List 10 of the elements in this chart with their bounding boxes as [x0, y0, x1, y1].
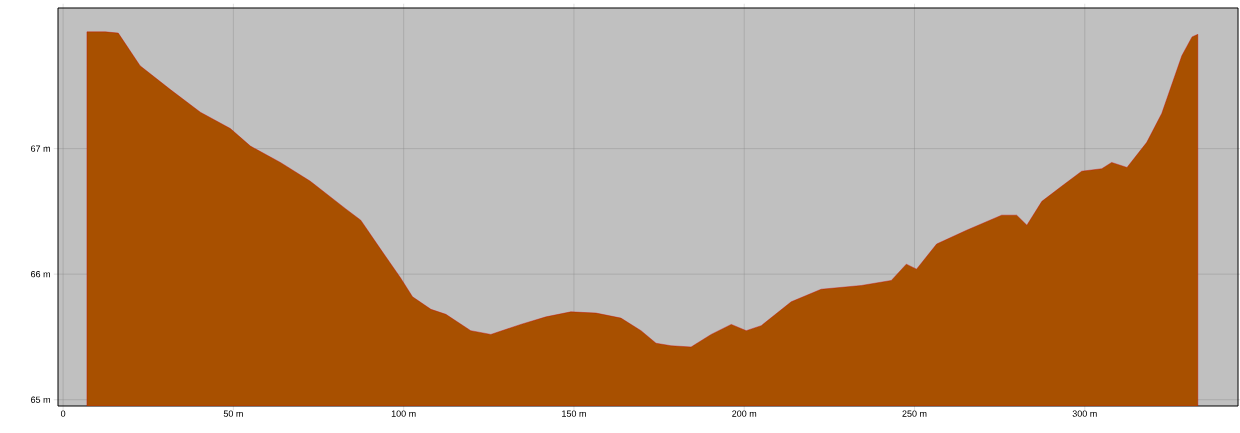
x-tick-label: 100 m	[391, 410, 416, 417]
x-tick-label: 0	[60, 410, 66, 417]
x-tick-label: 150 m	[562, 410, 586, 417]
y-tick-label: 66 m	[30, 270, 50, 278]
x-tick-label: 250 m	[902, 410, 927, 417]
y-tick-label: 65 m	[30, 396, 50, 403]
x-tick-label: 50 m	[223, 410, 243, 417]
y-tick-label: 67 m	[30, 145, 50, 152]
x-tick-label: 300 m	[1072, 410, 1097, 417]
x-tick-label: 200 m	[732, 410, 757, 417]
